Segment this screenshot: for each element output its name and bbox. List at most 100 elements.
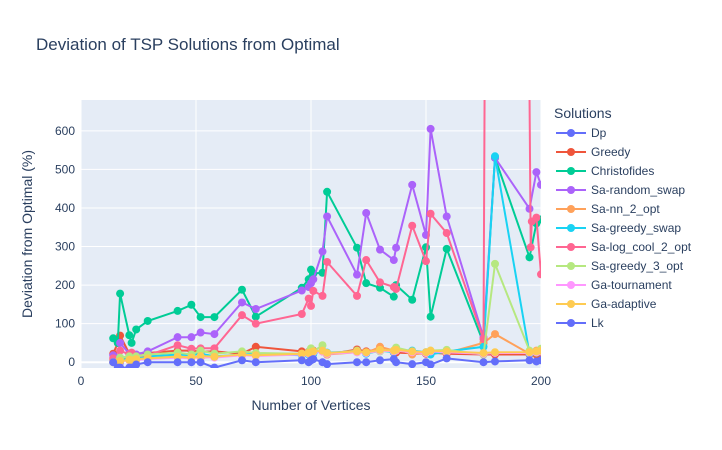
legend-swatch-marker bbox=[567, 186, 575, 194]
x-tick-labels: 0 50 100 150 200 bbox=[78, 374, 552, 388]
data-point bbox=[392, 345, 401, 354]
data-point bbox=[323, 212, 332, 221]
data-point bbox=[251, 358, 260, 367]
legend-label: Sa-random_swap bbox=[591, 183, 685, 197]
data-point bbox=[238, 298, 246, 307]
data-point bbox=[304, 294, 313, 303]
data-point bbox=[526, 243, 535, 252]
legend-item[interactable]: Lk bbox=[556, 316, 605, 330]
data-point bbox=[297, 356, 306, 365]
data-point bbox=[210, 313, 219, 322]
data-point bbox=[537, 180, 541, 189]
legend-swatch-marker bbox=[567, 148, 575, 156]
y-tick-label: 300 bbox=[55, 240, 75, 254]
data-point bbox=[238, 356, 246, 365]
data-point bbox=[318, 291, 327, 300]
legend-item[interactable]: Ga-tournament bbox=[556, 278, 672, 292]
data-point bbox=[491, 330, 499, 339]
data-point bbox=[307, 301, 315, 310]
data-point bbox=[116, 289, 125, 298]
x-tick-label: 0 bbox=[78, 374, 85, 388]
legend-swatch-marker bbox=[567, 281, 575, 289]
data-point bbox=[362, 358, 371, 367]
data-point bbox=[376, 345, 384, 354]
data-point bbox=[362, 279, 371, 288]
data-point bbox=[532, 168, 541, 177]
data-point bbox=[238, 311, 246, 320]
data-point bbox=[408, 347, 417, 356]
data-point bbox=[309, 286, 318, 295]
data-point bbox=[210, 352, 219, 361]
legend-item[interactable]: Dp bbox=[556, 126, 607, 140]
legend-item[interactable]: Sa-greedy_swap bbox=[556, 221, 681, 235]
data-point bbox=[392, 358, 401, 367]
legend-item[interactable]: Ga-adaptive bbox=[556, 297, 657, 311]
data-point bbox=[479, 358, 488, 367]
data-point bbox=[187, 300, 196, 309]
data-point bbox=[173, 341, 182, 350]
legend-swatch-marker bbox=[567, 224, 575, 232]
x-tick-label: 150 bbox=[416, 374, 436, 388]
legend-label: Dp bbox=[591, 126, 607, 140]
data-point bbox=[408, 295, 417, 304]
legend-label: Lk bbox=[591, 316, 605, 330]
data-point bbox=[376, 356, 384, 365]
legend-item[interactable]: Sa-random_swap bbox=[556, 183, 685, 197]
data-point bbox=[297, 286, 306, 295]
data-point bbox=[196, 313, 205, 322]
data-point bbox=[491, 259, 499, 268]
legend-label: Greedy bbox=[591, 145, 630, 159]
legend-swatch-marker bbox=[567, 262, 575, 270]
legend-item[interactable]: Sa-log_cool_2_opt bbox=[556, 240, 692, 254]
data-point bbox=[187, 333, 196, 342]
legend-swatch-marker bbox=[567, 167, 575, 175]
data-point bbox=[426, 209, 435, 218]
data-point bbox=[408, 360, 417, 368]
data-point bbox=[116, 357, 125, 366]
data-point bbox=[376, 245, 384, 254]
x-tick-label: 200 bbox=[531, 374, 551, 388]
legend-item[interactable]: Sa-nn_2_opt bbox=[556, 202, 660, 216]
y-tick-label: 400 bbox=[55, 201, 75, 215]
data-point bbox=[389, 292, 398, 301]
legend-label: Christofides bbox=[591, 164, 654, 178]
legend-item[interactable]: Sa-greedy_3_opt bbox=[556, 259, 684, 273]
legend-swatch-marker bbox=[567, 243, 575, 251]
data-point bbox=[309, 275, 318, 284]
data-point bbox=[196, 328, 205, 337]
data-point bbox=[392, 284, 401, 293]
legend-swatch-marker bbox=[567, 129, 575, 137]
data-point bbox=[442, 244, 451, 253]
data-point bbox=[362, 348, 371, 357]
data-point bbox=[132, 325, 141, 334]
y-axis-title: Deviation from Optimal (%) bbox=[19, 150, 35, 318]
data-point bbox=[251, 312, 260, 321]
data-point bbox=[442, 347, 451, 356]
data-point bbox=[525, 253, 534, 262]
data-point bbox=[442, 212, 451, 221]
data-point bbox=[116, 346, 125, 355]
data-point bbox=[187, 358, 196, 367]
data-point bbox=[196, 358, 205, 367]
legend-item[interactable]: Christofides bbox=[556, 164, 654, 178]
data-point bbox=[353, 243, 361, 252]
y-tick-label: 200 bbox=[55, 278, 75, 292]
data-point bbox=[376, 278, 384, 287]
data-point bbox=[187, 344, 196, 353]
legend-swatch-marker bbox=[567, 300, 575, 308]
data-point bbox=[525, 356, 534, 365]
data-point bbox=[318, 247, 327, 256]
data-point bbox=[422, 257, 430, 266]
x-tick-label: 100 bbox=[301, 374, 321, 388]
data-point bbox=[353, 358, 361, 367]
data-point bbox=[353, 291, 361, 300]
x-axis-title: Number of Vertices bbox=[251, 397, 370, 413]
legend-swatch-marker bbox=[567, 205, 575, 213]
y-tick-labels: 0 100 200 300 400 500 600 bbox=[55, 124, 75, 369]
y-tick-label: 600 bbox=[55, 124, 75, 138]
legend-item[interactable]: Greedy bbox=[556, 145, 630, 159]
legend-label: Sa-log_cool_2_opt bbox=[591, 240, 692, 254]
data-point bbox=[323, 187, 332, 196]
series-lk bbox=[109, 354, 541, 368]
